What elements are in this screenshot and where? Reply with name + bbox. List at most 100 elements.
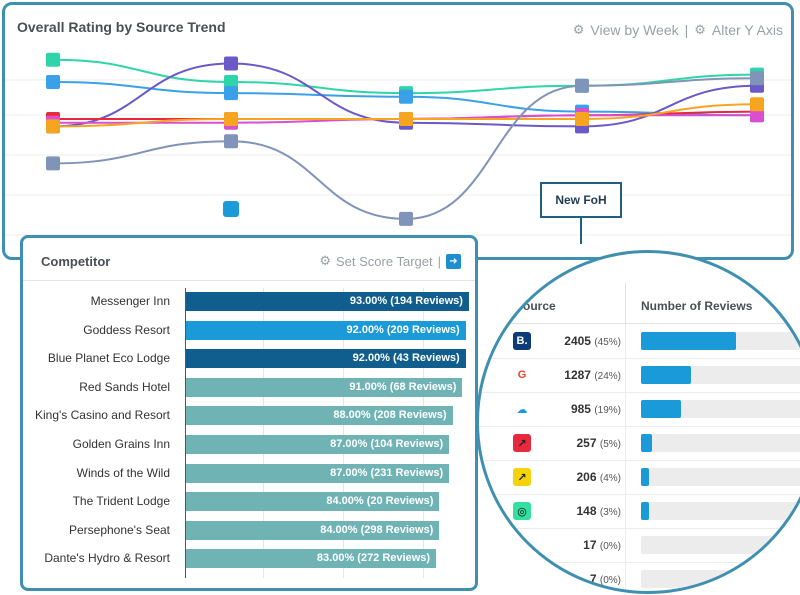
competitor-row[interactable]: The Trident Lodge 84.00% (20 Reviews) (23, 492, 475, 512)
competitor-score-bar[interactable]: 91.00% (68 Reviews) (186, 377, 463, 397)
data-point-marker[interactable] (750, 97, 764, 112)
expedia-marker[interactable] (223, 201, 239, 217)
gridline (423, 288, 424, 578)
competitor-row[interactable]: Blue Planet Eco Lodge 92.00% (43 Reviews) (23, 349, 475, 369)
source-row[interactable]: G 1287 (24%) (479, 358, 800, 393)
review-bar-fill (641, 366, 692, 384)
review-bar-track (641, 536, 800, 554)
data-point-marker[interactable] (399, 211, 413, 226)
competitor-row[interactable]: Goddess Resort 92.00% (209 Reviews) (23, 320, 475, 341)
competitor-row[interactable]: Winds of the Wild 87.00% (231 Reviews) (23, 463, 475, 484)
divider (23, 280, 475, 281)
data-point-marker[interactable] (46, 156, 60, 171)
review-percent: (0%) (599, 541, 621, 552)
data-point-marker[interactable] (224, 75, 238, 89)
data-point-marker[interactable] (46, 52, 60, 67)
data-point-marker[interactable] (224, 134, 238, 149)
google-icon: G (513, 366, 531, 384)
source-row[interactable]: 7 (0%) (479, 562, 800, 591)
competitor-score-bar[interactable]: 87.00% (104 Reviews) (186, 435, 450, 454)
competitor-row[interactable]: Red Sands Hotel 91.00% (68 Reviews) (23, 377, 475, 398)
trend-panel: Overall Rating by Source Trend ⚙ View by… (2, 2, 794, 260)
competitor-row[interactable]: Persephone's Seat 84.00% (298 Reviews) (23, 520, 475, 541)
new-foh-annotation[interactable]: New FoH (540, 182, 622, 218)
competitor-score-bar[interactable]: 84.00% (20 Reviews) (186, 492, 440, 512)
source-row[interactable]: ↗ 257 (5%) (479, 426, 800, 461)
competitor-row[interactable]: Messenger Inn 93.00% (194 Reviews) (23, 292, 475, 312)
gear-icon: ⚙ (319, 253, 332, 268)
review-count: 257 (5%) (577, 436, 622, 450)
gear-icon: ⚙ (572, 22, 585, 37)
data-point-marker[interactable] (575, 112, 589, 126)
divider (625, 358, 626, 392)
competitor-name: Messenger Inn (90, 294, 170, 308)
set-score-target-button[interactable]: Set Score Target (336, 253, 433, 269)
competitor-row[interactable]: King's Casino and Resort 88.00% (208 Revi… (23, 406, 475, 426)
review-count: 17 (0%) (583, 538, 621, 552)
competitor-name: Golden Grains Inn (72, 437, 170, 451)
yellow-arrow-icon: ↗ (513, 468, 531, 486)
data-point-marker[interactable] (224, 112, 238, 126)
review-percent: (45%) (594, 337, 621, 348)
data-point-marker[interactable] (46, 119, 60, 134)
review-bar-track (641, 366, 800, 384)
data-point-marker[interactable] (224, 56, 238, 71)
review-bar-track (641, 570, 800, 588)
gear-icon: ⚙ (694, 22, 706, 37)
annotation-connector (580, 218, 582, 244)
review-percent: (3%) (599, 507, 621, 518)
data-point-marker[interactable] (575, 78, 589, 93)
competitor-row[interactable]: Dante's Hydro & Resort 83.00% (272 Review… (23, 549, 475, 569)
source-row[interactable]: ☁ 985 (19%) (479, 392, 800, 427)
trend-actions: ⚙ View by Week | ⚙ Alter Y Axis (573, 22, 783, 38)
divider (625, 460, 626, 494)
export-arrow-icon[interactable]: ➜ (446, 253, 461, 269)
competitor-name: King's Casino and Resort (34, 408, 170, 423)
review-count: 985 (19%) (571, 402, 621, 416)
data-point-marker[interactable] (750, 71, 764, 86)
source-row[interactable]: ↻ 17 (0%) (479, 528, 800, 563)
competitor-row[interactable]: Golden Grains Inn 87.00% (104 Reviews) (23, 435, 475, 455)
competitor-score-bar[interactable]: 88.00% (208 Reviews) (186, 406, 453, 426)
review-count-number: 985 (570, 402, 591, 416)
divider (625, 426, 626, 460)
competitor-score-bar[interactable]: 93.00% (194 Reviews) (186, 292, 469, 311)
view-by-week-button[interactable]: View by Week (590, 22, 679, 38)
competitor-score-bar[interactable]: 84.00% (298 Reviews) (186, 520, 440, 540)
review-bar-track (641, 468, 800, 486)
review-bar-fill (641, 434, 652, 452)
source-row[interactable]: B. 2405 (45%) (479, 324, 800, 359)
competitor-score-bar[interactable]: 83.00% (272 Reviews) (186, 549, 437, 569)
competitor-title: Competitor (41, 254, 111, 269)
competitor-score-bar[interactable]: 87.00% (231 Reviews) (186, 463, 450, 483)
reviews-column-header: Number of Reviews (641, 299, 753, 313)
data-point-marker[interactable] (46, 75, 60, 89)
series-line[interactable] (52, 62, 758, 128)
data-point-marker[interactable] (750, 108, 764, 123)
source-row[interactable]: ↗ 206 (4%) (479, 460, 800, 495)
divider (625, 494, 626, 528)
tripadvisor-icon: ◎ (513, 502, 531, 520)
competitor-panel: Competitor ⚙ Set Score Target | ➜ Messen… (20, 235, 478, 591)
alter-y-axis-button[interactable]: Alter Y Axis (711, 22, 783, 38)
trend-title: Overall Rating by Source Trend (17, 19, 226, 35)
separator: | (684, 22, 689, 38)
review-count-number: 2405 (564, 334, 591, 348)
source-table-header: Source Number of Reviews (479, 283, 800, 324)
data-point-marker[interactable] (224, 86, 238, 101)
trend-chart (5, 52, 791, 236)
source-row[interactable]: ◎ 148 (3%) (479, 494, 800, 529)
red-arrow-icon: ↗ (513, 434, 531, 452)
divider (625, 283, 626, 323)
competitor-name: The Trident Lodge (72, 494, 170, 509)
data-point-marker[interactable] (399, 112, 413, 126)
review-percent: (0%) (599, 575, 621, 586)
y-axis-line (185, 288, 186, 578)
competitor-score-bar[interactable]: 92.00% (43 Reviews) (186, 349, 466, 369)
data-point-marker[interactable] (399, 89, 413, 104)
review-bar-track (641, 502, 800, 520)
competitor-name: Dante's Hydro & Resort (44, 551, 170, 566)
divider (625, 562, 626, 591)
competitor-score-bar[interactable]: 92.00% (209 Reviews) (186, 320, 466, 340)
review-bar-track (641, 400, 800, 418)
